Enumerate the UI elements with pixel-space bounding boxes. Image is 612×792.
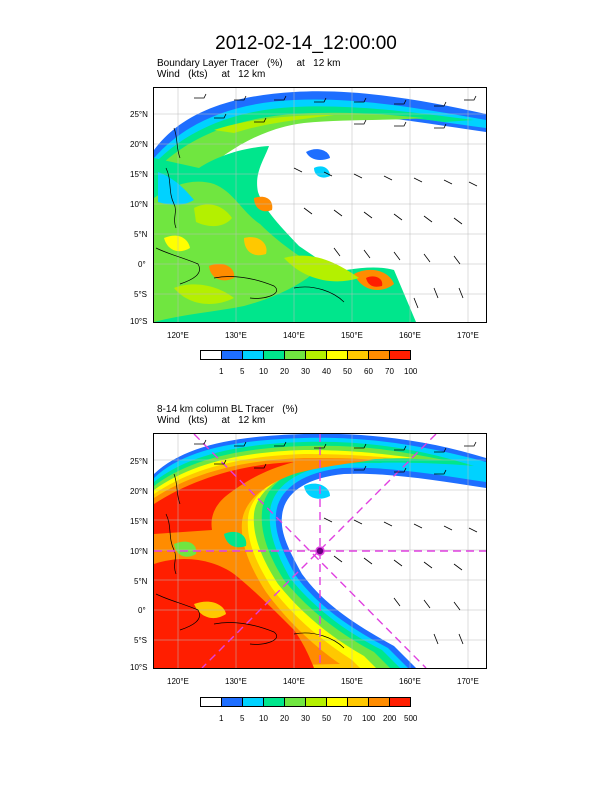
panel2-lon-label: 130°E: [225, 677, 247, 686]
colorbar-label: 100: [404, 367, 418, 376]
panel1-lat-label: 5°N: [134, 230, 148, 239]
panel1-lat-label: 10°S: [130, 317, 148, 326]
panel1-map-svg: [154, 88, 486, 322]
panel2-lat-label: 5°N: [134, 577, 148, 586]
colorbar-swatch: [347, 350, 369, 360]
colorbar-label: 5: [240, 367, 245, 376]
colorbar-swatch: [326, 697, 348, 707]
colorbar-label: 70: [343, 714, 352, 723]
colorbar-swatch: [263, 350, 285, 360]
panel1-gridlines: [154, 88, 486, 322]
panel1-lat-label: 0°: [138, 260, 146, 269]
colorbar-label: 200: [383, 714, 397, 723]
panel1-lon-label: 170°E: [457, 331, 479, 340]
panel2-lat-label: 15°N: [130, 517, 148, 526]
panel1-lon-label: 150°E: [341, 331, 363, 340]
colorbar-swatch: [305, 697, 327, 707]
panel1-lat-label: 20°N: [130, 140, 148, 149]
panel2-map-svg: [154, 434, 486, 668]
panel1-lat-label: 25°N: [130, 110, 148, 119]
panel2-marker-icon: [315, 546, 325, 556]
panel2-lon-label: 120°E: [167, 677, 189, 686]
colorbar-swatch: [284, 350, 306, 360]
colorbar-label: 20: [280, 714, 289, 723]
colorbar-label: 60: [364, 367, 373, 376]
panel2-lon-label: 150°E: [341, 677, 363, 686]
colorbar-swatch: [242, 697, 264, 707]
panel1-colorbar: [200, 350, 411, 360]
panel1-lat-label: 5°S: [134, 290, 147, 299]
colorbar-label: 50: [343, 367, 352, 376]
colorbar-swatch: [200, 697, 222, 707]
panel2-map: [153, 433, 487, 669]
colorbar-swatch: [368, 350, 390, 360]
main-title: 2012-02-14_12:00:00: [215, 33, 397, 54]
panel2-lat-label: 10°S: [130, 663, 148, 672]
panel2-lat-label: 5°S: [134, 636, 147, 645]
colorbar-swatch: [368, 697, 390, 707]
panel1-coastlines: [155, 127, 345, 303]
colorbar-label: 100: [362, 714, 376, 723]
colorbar-label: 500: [404, 714, 418, 723]
colorbar-label: 20: [280, 367, 289, 376]
colorbar-swatch: [221, 697, 243, 707]
colorbar-swatch: [221, 350, 243, 360]
panel1-lon-label: 160°E: [399, 331, 421, 340]
panel1-lat-label: 15°N: [130, 170, 148, 179]
colorbar-swatch: [389, 350, 411, 360]
colorbar-swatch: [326, 350, 348, 360]
panel1-title-line2: Wind (kts) at 12 km: [157, 69, 266, 80]
colorbar-swatch: [200, 350, 222, 360]
colorbar-label: 30: [301, 714, 310, 723]
panel2-coastlines: [155, 473, 345, 649]
colorbar-swatch: [242, 350, 264, 360]
panel2-lat-label: 10°N: [130, 547, 148, 556]
panel2-lat-label: 0°: [138, 606, 146, 615]
colorbar-label: 1: [219, 714, 224, 723]
colorbar-swatch: [347, 697, 369, 707]
panel2-title-line1: 8-14 km column BL Tracer (%): [157, 404, 298, 415]
panel1-lon-label: 140°E: [283, 331, 305, 340]
colorbar-label: 30: [301, 367, 310, 376]
colorbar-swatch: [389, 697, 411, 707]
colorbar-label: 70: [385, 367, 394, 376]
panel1-map: [153, 87, 487, 323]
colorbar-swatch: [263, 697, 285, 707]
panel2-lon-label: 170°E: [457, 677, 479, 686]
panel2-title-line2: Wind (kts) at 12 km: [157, 415, 266, 426]
colorbar-label: 10: [259, 367, 268, 376]
panel2-lon-label: 160°E: [399, 677, 421, 686]
panel2-lat-label: 20°N: [130, 487, 148, 496]
panel2-wind-barbs: [194, 439, 478, 645]
panel1-wind-barbs: [194, 93, 478, 309]
panel1-lon-label: 130°E: [225, 331, 247, 340]
panel2-tracer-field: [154, 434, 486, 668]
colorbar-label: 5: [240, 714, 245, 723]
panel1-lon-label: 120°E: [167, 331, 189, 340]
colorbar-swatch: [284, 697, 306, 707]
panel1-lat-label: 10°N: [130, 200, 148, 209]
colorbar-swatch: [305, 350, 327, 360]
colorbar-label: 10: [259, 714, 268, 723]
colorbar-label: 1: [219, 367, 224, 376]
panel1-title-line1: Boundary Layer Tracer (%) at 12 km: [157, 58, 341, 69]
panel2-lat-label: 25°N: [130, 457, 148, 466]
colorbar-label: 40: [322, 367, 331, 376]
panel2-lon-label: 140°E: [283, 677, 305, 686]
colorbar-label: 50: [322, 714, 331, 723]
panel2-colorbar: [200, 697, 411, 707]
